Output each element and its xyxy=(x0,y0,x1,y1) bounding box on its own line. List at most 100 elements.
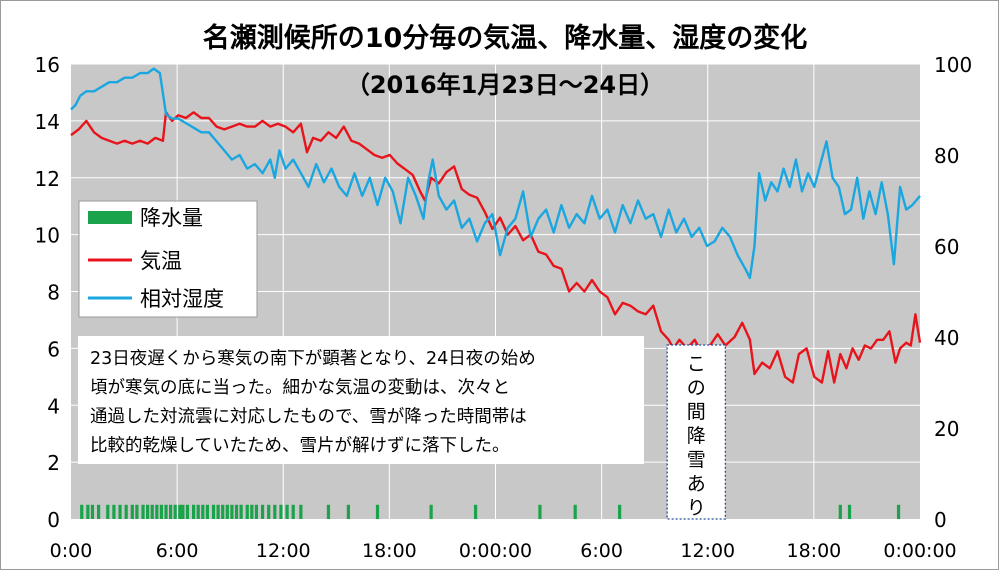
x-tick-label: 6:00 xyxy=(156,540,199,562)
y-right-tick-label: 20 xyxy=(934,417,959,441)
precip-bar xyxy=(375,504,380,519)
axes: 0 2 4 6 8 10 12 14 16 0:00 6:00 12:00 18:00 0:00:00 6:… xyxy=(35,53,973,562)
legend-label-precipitation: 降水量 xyxy=(140,206,203,230)
precip-bar xyxy=(326,504,331,519)
x-tick-label: 18:00 xyxy=(362,540,417,562)
x-tick-label: 0:00 xyxy=(50,540,93,562)
y-left-tick-label: 2 xyxy=(47,451,60,475)
series-line-temperature xyxy=(70,111,922,384)
annotation-line-1: 23日夜遅くから寒気の南下が顕著となり、24日夜の始め xyxy=(90,349,536,369)
precip-bar xyxy=(150,504,154,519)
y-left-tick-label: 4 xyxy=(47,394,60,418)
precip-bar xyxy=(267,504,271,519)
precip-bar xyxy=(124,504,128,519)
snow-period: この間降雪あり xyxy=(666,344,727,520)
precip-bar xyxy=(838,504,842,519)
precipitation-bars xyxy=(80,504,901,519)
precip-bar xyxy=(201,504,205,519)
chart-subtitle: （2016年1月23日～24日） xyxy=(346,71,664,99)
annotation-line-2: 頃が寒気の底に当った。細かな気温の変動は、次々と xyxy=(90,378,510,398)
precip-bar xyxy=(847,504,852,519)
precip-bar xyxy=(205,504,209,519)
precip-bar xyxy=(285,504,289,519)
y-right-tick-label: 100 xyxy=(934,53,972,77)
precip-bar xyxy=(225,504,229,519)
x-tick-label: 0:00:00 xyxy=(883,540,956,562)
precip-bar xyxy=(346,504,350,519)
y-left-tick-label: 6 xyxy=(47,337,60,361)
y-right-tick-label: 0 xyxy=(934,508,947,532)
precip-bar xyxy=(146,504,150,519)
precip-bar xyxy=(573,504,577,519)
precip-bar xyxy=(173,504,177,519)
precip-bar xyxy=(618,504,622,519)
precip-bar xyxy=(216,504,220,519)
y-left-tick-label: 0 xyxy=(47,508,60,532)
y-left-tick-label: 16 xyxy=(35,53,60,77)
precip-bar xyxy=(279,504,283,519)
chart-title: 名瀬測候所の10分毎の気温、降水量、湿度の変化 xyxy=(203,22,808,54)
x-tick-label: 12:00 xyxy=(256,540,311,562)
annotation-box xyxy=(78,336,644,464)
legend-label-humidity: 相対湿度 xyxy=(140,287,224,311)
precip-bar xyxy=(211,504,216,519)
precip-bar xyxy=(429,504,433,519)
series-line-humidity xyxy=(70,67,921,280)
x-tick-label: 0:00:00 xyxy=(459,540,532,562)
y-left-tick-label: 14 xyxy=(35,110,60,134)
legend-label-temperature: 気温 xyxy=(140,249,182,273)
x-tick-label: 6:00 xyxy=(580,540,623,562)
precip-bar xyxy=(135,504,139,519)
precip-bar xyxy=(191,504,196,519)
series-lines xyxy=(70,67,922,384)
precip-bar xyxy=(141,504,145,519)
precip-bar xyxy=(239,504,243,519)
precip-bar xyxy=(273,504,277,519)
precip-bar xyxy=(230,504,234,519)
precip-bar xyxy=(164,504,168,519)
precip-bar xyxy=(90,504,95,519)
precip-bar xyxy=(169,504,173,519)
precip-bar xyxy=(178,504,182,519)
legend: 降水量 気温 相対湿度 xyxy=(78,200,258,318)
y-left-tick-label: 12 xyxy=(35,167,60,191)
y-right-tick-label: 80 xyxy=(934,144,959,168)
legend-swatch-precipitation xyxy=(88,211,132,224)
y-left-tick-label: 8 xyxy=(47,281,60,305)
y-right-tick-label: 60 xyxy=(934,235,959,259)
precip-bar xyxy=(245,504,249,519)
annotation: 23日夜遅くから寒気の南下が顕著となり、24日夜の始め 頃が寒気の底に当った。細… xyxy=(78,336,644,464)
precip-bar xyxy=(159,504,164,519)
precip-bar xyxy=(254,504,259,519)
precip-bar xyxy=(155,504,159,519)
precip-bar xyxy=(234,504,239,519)
precip-bar xyxy=(80,504,84,519)
precip-bar xyxy=(250,504,254,519)
precip-bar xyxy=(260,504,265,519)
y-left-tick-label: 10 xyxy=(35,224,60,248)
precip-bar xyxy=(86,504,90,519)
snow-period-label: この間降雪あり xyxy=(687,353,706,519)
precip-bar xyxy=(130,504,134,519)
precip-bar xyxy=(96,504,101,519)
precip-bar xyxy=(291,504,295,519)
precip-bar xyxy=(221,504,225,519)
precip-bar xyxy=(299,504,303,519)
annotation-line-3: 通過した対流雲に対応したもので、雪が降った時間帯は xyxy=(90,407,527,427)
precip-bar xyxy=(896,504,901,519)
precip-bar xyxy=(118,504,122,519)
x-tick-label: 18:00 xyxy=(786,540,841,562)
x-tick-label: 12:00 xyxy=(680,540,735,562)
precip-bar xyxy=(196,504,200,519)
precip-bar xyxy=(185,504,190,519)
precip-bar xyxy=(473,504,478,519)
precip-bar xyxy=(181,504,185,519)
precip-bar xyxy=(106,504,110,519)
y-right-tick-label: 40 xyxy=(934,326,959,350)
precip-bar xyxy=(538,504,542,519)
snow-period-box xyxy=(666,344,727,520)
annotation-line-4: 比較的乾燥していたため、雪片が解けずに落下した。 xyxy=(90,436,509,456)
precip-bar xyxy=(112,504,116,519)
